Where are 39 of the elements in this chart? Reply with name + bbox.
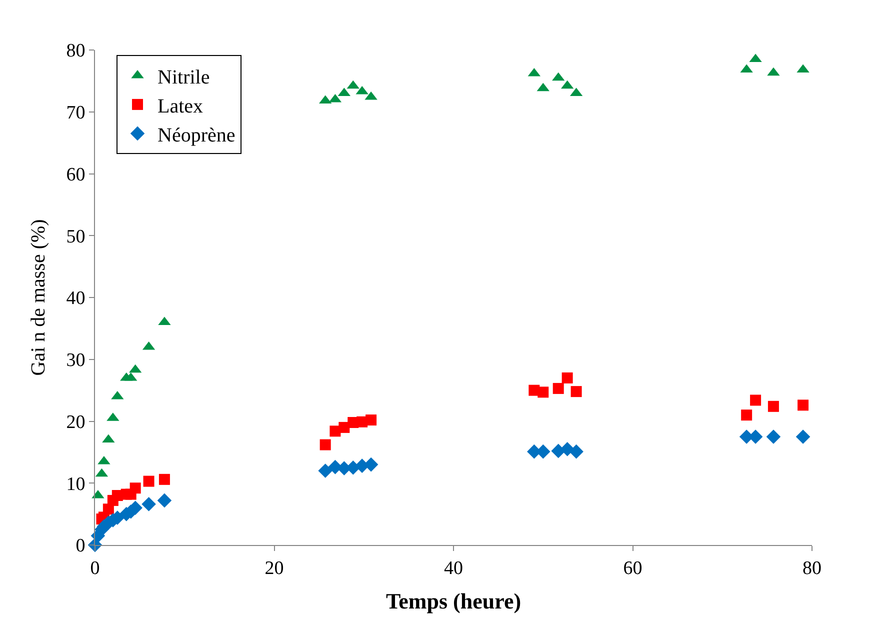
point xyxy=(143,476,154,487)
y-tick-label: 30 xyxy=(66,350,86,372)
point xyxy=(798,400,809,411)
point xyxy=(562,372,573,384)
point xyxy=(157,493,172,508)
legend-label: Latex xyxy=(158,95,204,118)
point xyxy=(569,444,584,459)
y-tick-label: 10 xyxy=(66,474,86,495)
point xyxy=(142,497,156,512)
legend-label: Nitrile xyxy=(158,66,210,88)
x-tick-label: 0 xyxy=(90,558,100,579)
y-tick-label: 70 xyxy=(66,102,86,124)
point xyxy=(130,482,141,494)
point xyxy=(320,439,331,450)
point xyxy=(766,430,781,444)
x-axis-title: Temps (heure) xyxy=(386,588,522,614)
y-tick-label: 50 xyxy=(66,226,86,248)
point xyxy=(570,386,582,398)
x-tick-label: 60 xyxy=(623,558,642,579)
point xyxy=(741,410,752,421)
y-tick-label: 20 xyxy=(66,412,86,433)
y-axis-title: Gai n de masse (%) xyxy=(28,219,50,376)
x-tick-label: 40 xyxy=(444,558,463,579)
point xyxy=(318,464,332,478)
point xyxy=(552,382,564,394)
point xyxy=(366,414,377,426)
y-tick-label: 60 xyxy=(66,164,86,186)
point xyxy=(768,400,779,412)
point xyxy=(750,394,762,406)
legend-label: Néoprène xyxy=(158,124,236,146)
y-tick-label: 80 xyxy=(66,40,86,62)
point xyxy=(338,422,350,433)
x-tick-label: 80 xyxy=(802,558,822,579)
point xyxy=(796,430,810,444)
y-tick-label: 0 xyxy=(76,536,86,557)
point xyxy=(158,474,170,485)
x-tick-label: 20 xyxy=(264,558,284,579)
point xyxy=(538,386,549,398)
y-tick-label: 40 xyxy=(66,288,86,310)
